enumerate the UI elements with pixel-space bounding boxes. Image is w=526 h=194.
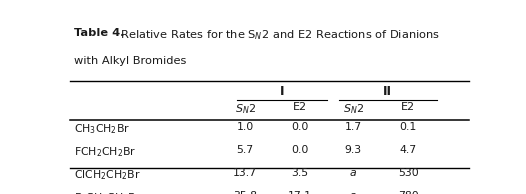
- Text: 1.0: 1.0: [237, 122, 254, 132]
- Text: E2: E2: [401, 102, 415, 112]
- Text: Table 4.: Table 4.: [74, 28, 125, 38]
- Text: with Alkyl Bromides: with Alkyl Bromides: [74, 56, 186, 66]
- Text: 5.7: 5.7: [237, 145, 254, 155]
- Text: II: II: [383, 85, 392, 98]
- Text: 780: 780: [398, 191, 419, 194]
- Text: CH$_3$CH$_2$Br: CH$_3$CH$_2$Br: [74, 122, 130, 136]
- Text: 17.1: 17.1: [288, 191, 312, 194]
- Text: 3.5: 3.5: [291, 168, 309, 178]
- Text: 530: 530: [398, 168, 419, 178]
- Text: 0.0: 0.0: [291, 145, 309, 155]
- Text: 4.7: 4.7: [400, 145, 417, 155]
- Text: 0.0: 0.0: [291, 122, 309, 132]
- Text: $S_N$2: $S_N$2: [342, 102, 363, 115]
- Text: $a$: $a$: [349, 191, 357, 194]
- Text: 1.7: 1.7: [345, 122, 362, 132]
- Text: $a$: $a$: [349, 168, 357, 178]
- Text: I: I: [279, 85, 284, 98]
- Text: 35.8: 35.8: [233, 191, 257, 194]
- Text: 9.3: 9.3: [345, 145, 362, 155]
- Text: 0.1: 0.1: [400, 122, 417, 132]
- Text: $S_N$2: $S_N$2: [235, 102, 256, 115]
- Text: FCH$_2$CH$_2$Br: FCH$_2$CH$_2$Br: [74, 145, 136, 159]
- Text: ClCH$_2$CH$_2$Br: ClCH$_2$CH$_2$Br: [74, 168, 140, 182]
- Text: E2: E2: [293, 102, 307, 112]
- Text: Relative Rates for the S$_N$2 and E2 Reactions of Dianions: Relative Rates for the S$_N$2 and E2 Rea…: [113, 28, 440, 42]
- Text: BrCH$_2$CH$_2$Br: BrCH$_2$CH$_2$Br: [74, 191, 142, 194]
- Text: 13.7: 13.7: [233, 168, 257, 178]
